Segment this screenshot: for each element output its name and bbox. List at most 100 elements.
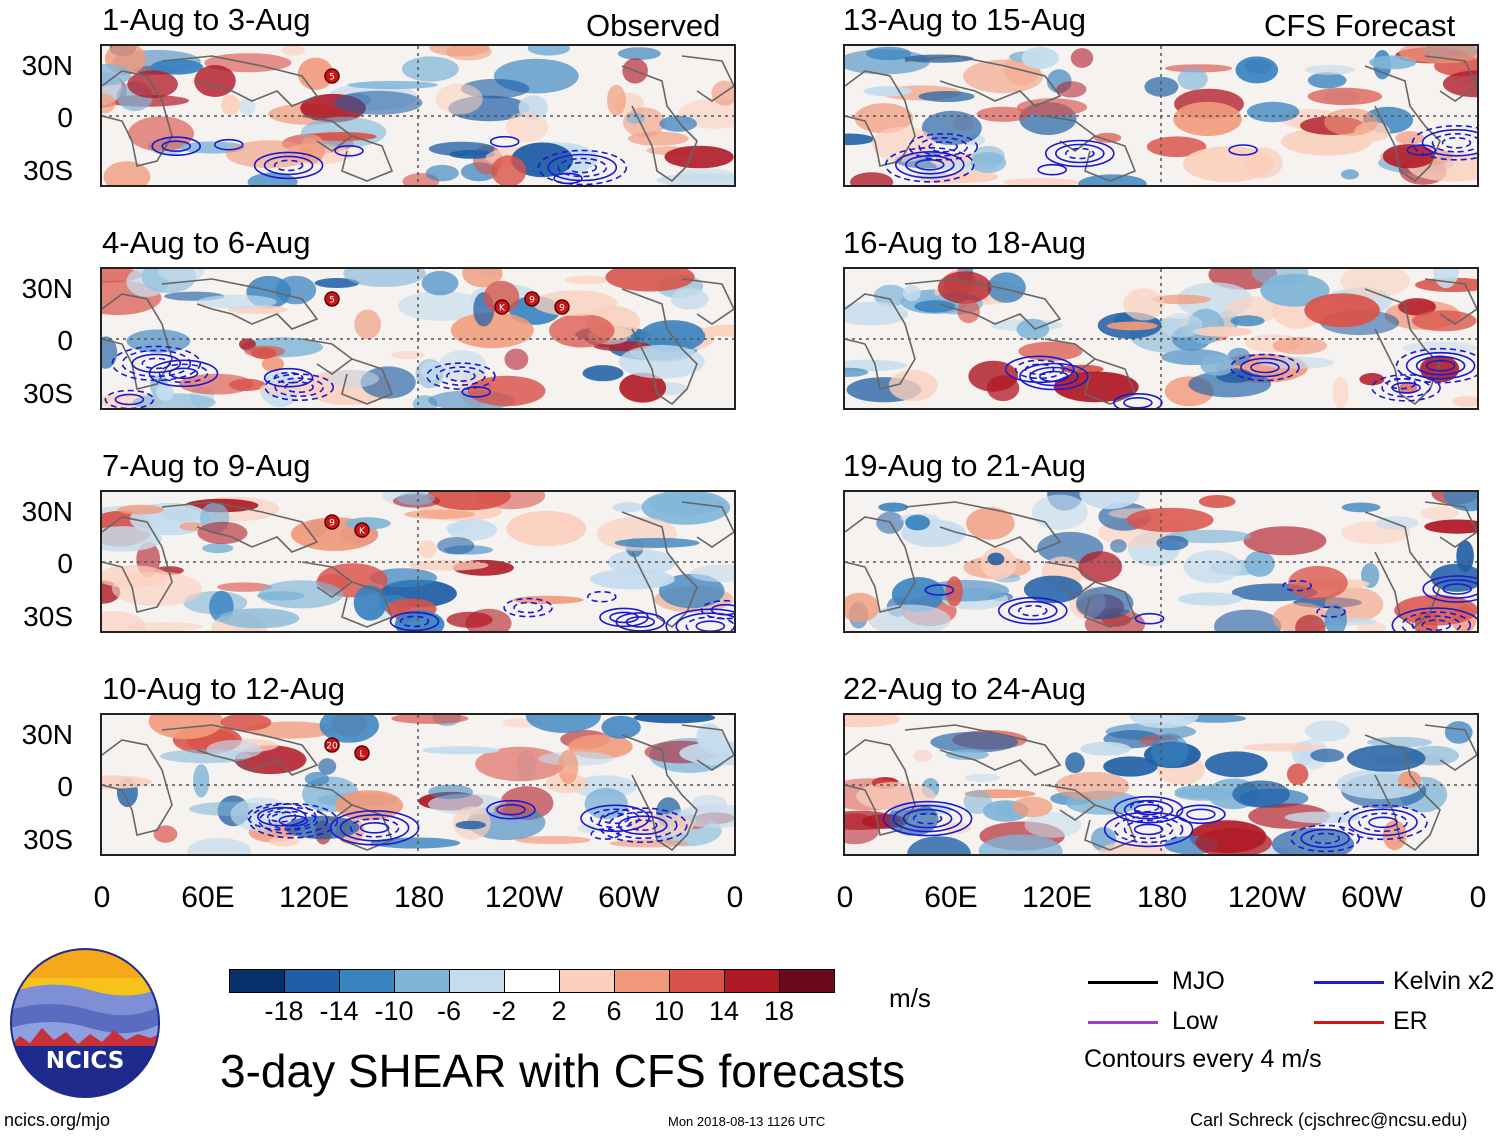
shear-anomaly-blob — [1227, 347, 1251, 366]
kelvin-contour — [278, 815, 309, 827]
shear-anomaly-blob — [845, 133, 875, 146]
shear-anomaly-blob — [957, 299, 980, 324]
shear-anomaly-blob — [318, 758, 337, 775]
shear-anomaly-blob — [950, 170, 999, 183]
x-tick-label: 0 — [836, 881, 854, 914]
storm-marker-symbol — [524, 291, 540, 307]
shear-anomaly-blob — [126, 329, 191, 353]
legend-swatch-mjo — [1088, 981, 1158, 984]
kelvin-contour — [1008, 600, 1058, 621]
coastline — [681, 55, 734, 102]
kelvin-contour — [121, 349, 192, 378]
shear-anomaly-blob — [435, 83, 483, 115]
shear-anomaly-blob — [1286, 763, 1309, 785]
kelvin-contour — [675, 612, 734, 631]
kelvin-contour — [274, 377, 324, 397]
kelvin-contour — [141, 357, 172, 370]
storm-marker: 20 — [324, 737, 340, 753]
shear-anomaly-blob — [408, 560, 489, 571]
shear-anomaly-blob — [202, 543, 234, 554]
kelvin-contour — [1338, 804, 1428, 841]
shear-anomaly-blob — [102, 526, 163, 552]
shear-anomaly-blob — [445, 46, 492, 61]
storm-marker: 9 — [554, 299, 570, 315]
y-tick-label: 30S — [23, 155, 73, 186]
kelvin-contour — [258, 807, 329, 835]
colorbar-swatch — [339, 969, 395, 993]
shear-anomaly-blob — [483, 280, 520, 314]
x-tick-label: 0 — [93, 881, 111, 914]
colorbar-swatch — [779, 969, 835, 993]
footer-url[interactable]: ncics.org/mjo — [4, 1110, 111, 1130]
kelvin-contour — [273, 159, 304, 172]
shear-anomaly-blob — [1080, 741, 1131, 756]
shear-anomaly-blob — [515, 835, 591, 845]
shear-anomaly-blob — [1123, 288, 1165, 321]
shear-anomaly-blob — [238, 98, 256, 116]
kelvin-contour — [1019, 362, 1089, 391]
colorbar-swatch — [394, 969, 450, 993]
shear-anomaly-blob — [1307, 87, 1383, 105]
shear-anomaly-blob — [845, 301, 909, 326]
colorbar-tick-label: 10 — [653, 996, 685, 1026]
shear-anomaly-blob — [217, 582, 272, 592]
shear-anomaly-blob — [1126, 507, 1214, 533]
kelvin-contour — [627, 819, 658, 831]
shear-anomaly-blob — [921, 110, 982, 145]
kelvin-contour — [1113, 815, 1184, 844]
kelvin-contour — [918, 137, 968, 157]
panel-title: 7-Aug to 9-Aug — [102, 448, 311, 483]
coastline — [1424, 501, 1477, 548]
kelvin-contour — [1133, 823, 1164, 836]
kelvin-contour — [1425, 359, 1456, 372]
kelvin-contour — [1240, 357, 1290, 378]
x-tick-label: 120W — [484, 881, 564, 914]
shear-anomaly-blob — [103, 161, 151, 185]
kelvin-contour — [1250, 361, 1280, 374]
storm-marker-symbol — [354, 522, 370, 538]
shear-anomaly-blob — [978, 834, 1063, 854]
colorbar-swatch — [669, 969, 725, 993]
shear-anomaly-blob — [659, 115, 697, 132]
shear-anomaly-blob — [1324, 108, 1378, 136]
coastline — [681, 724, 734, 771]
shear-anomaly-blob — [907, 836, 971, 854]
kelvin-contour — [547, 153, 618, 182]
shear-anomaly-blob — [1173, 101, 1242, 137]
kelvin-contour — [247, 802, 317, 831]
kelvin-contour — [1431, 133, 1477, 153]
shear-anomaly-blob — [418, 540, 437, 559]
shear-anomaly-blob — [450, 312, 534, 349]
shear-anomaly-blob — [465, 608, 512, 631]
kelvin-contour — [1045, 139, 1115, 168]
legend-label: Kelvin x2 — [1393, 967, 1495, 995]
kelvin-contour — [1230, 353, 1300, 382]
x-tick-label: 120W — [1227, 881, 1307, 914]
kelvin-contour — [1310, 832, 1341, 845]
kelvin-contour — [148, 359, 219, 388]
kelvin-contour — [1123, 819, 1174, 840]
coastline — [161, 278, 319, 330]
storm-marker-symbol — [324, 291, 340, 307]
kelvin-contour — [339, 814, 410, 842]
shear-anomaly-blob — [1412, 310, 1477, 332]
kelvin-contour — [273, 371, 304, 384]
kelvin-contour — [1113, 795, 1184, 824]
shear-anomaly-blob — [1129, 715, 1199, 729]
shear-anomaly-blob — [328, 369, 379, 388]
shear-anomaly-blob — [1424, 519, 1477, 534]
shear-anomaly-blob — [391, 351, 426, 360]
shear-anomaly-blob — [1341, 502, 1381, 513]
x-tick-label: 180 — [1136, 881, 1188, 914]
kelvin-contour — [1371, 374, 1441, 402]
shear-anomaly-blob — [230, 797, 293, 832]
kelvin-contour — [1176, 804, 1226, 825]
kelvin-contour — [1018, 604, 1048, 617]
shear-anomaly-blob — [1341, 169, 1359, 180]
coastline — [1364, 511, 1441, 629]
kelvin-contour — [168, 367, 199, 380]
kelvin-contour — [892, 804, 963, 833]
shear-anomaly-blob — [945, 749, 989, 760]
kelvin-contour — [537, 149, 628, 185]
shear-map-field: 9K — [102, 492, 734, 631]
